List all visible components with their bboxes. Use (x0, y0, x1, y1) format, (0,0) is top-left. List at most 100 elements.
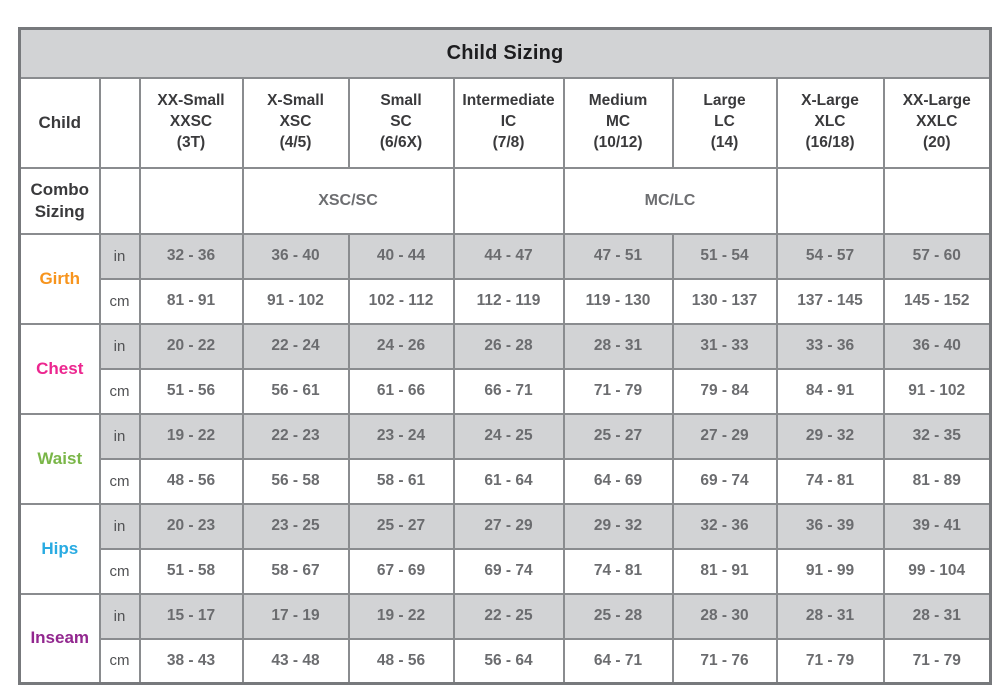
inseam-cm-value-6: 71 - 79 (775, 637, 885, 685)
size-header-large: Large LC (14) (671, 76, 778, 169)
measurement-label-inseam: Inseam (18, 592, 101, 685)
size-code: XXLC (916, 113, 958, 131)
size-code: SC (390, 113, 412, 131)
size-range: (6/6X) (379, 133, 423, 151)
hips-cm-value-4: 74 - 81 (562, 547, 674, 595)
combo-cell-mc-lc: MC/LC (562, 166, 778, 235)
size-range: (7/8) (492, 133, 525, 151)
combo-cell-ic-empty (452, 166, 565, 235)
size-name: Medium (588, 92, 648, 110)
inseam-in-value-5: 28 - 30 (671, 592, 778, 640)
inseam-in-value-1: 17 - 19 (241, 592, 350, 640)
inseam-cm-value-7: 71 - 79 (882, 637, 992, 685)
waist-cm-value-7: 81 - 89 (882, 457, 992, 505)
chest-cm-value-2: 61 - 66 (347, 367, 455, 415)
chest-in-row: Chest in 20 - 22 22 - 24 24 - 26 26 - 28 28 - … (18, 322, 992, 415)
combo-sizing-label: Combo Sizing (18, 166, 101, 235)
hips-cm-value-6: 91 - 99 (775, 547, 885, 595)
size-code: XLC (814, 113, 846, 131)
combo-cell-xlc-empty (775, 166, 885, 235)
size-range: (3T) (176, 133, 206, 151)
chest-cm-value-6: 84 - 91 (775, 367, 885, 415)
girth-cm-value-0: 81 - 91 (138, 277, 244, 325)
inseam-cm-value-0: 38 - 43 (138, 637, 244, 685)
hips-cm-value-1: 58 - 67 (241, 547, 350, 595)
girth-in-value-0: 32 - 36 (138, 232, 244, 280)
chest-cm-value-5: 79 - 84 (671, 367, 778, 415)
size-name: X-Small (267, 92, 324, 110)
chest-in-value-1: 22 - 24 (241, 322, 350, 370)
chest-cm-value-4: 71 - 79 (562, 367, 674, 415)
size-name: Small (380, 92, 422, 110)
unit-label-in-inseam: in (98, 592, 141, 640)
hips-cm-value-3: 69 - 74 (452, 547, 565, 595)
girth-cm-value-6: 137 - 145 (775, 277, 885, 325)
hips-cm-value-5: 81 - 91 (671, 547, 778, 595)
measurement-label-girth: Girth (18, 232, 101, 325)
waist-cm-value-2: 58 - 61 (347, 457, 455, 505)
inseam-cm-value-4: 64 - 71 (562, 637, 674, 685)
chest-in-value-0: 20 - 22 (138, 322, 244, 370)
chest-in-value-3: 26 - 28 (452, 322, 565, 370)
chest-cm-value-7: 91 - 102 (882, 367, 992, 415)
girth-in-value-7: 57 - 60 (882, 232, 992, 280)
waist-cm-value-4: 64 - 69 (562, 457, 674, 505)
girth-cm-value-4: 119 - 130 (562, 277, 674, 325)
girth-cm-value-5: 130 - 137 (671, 277, 778, 325)
waist-cm-value-0: 48 - 56 (138, 457, 244, 505)
hips-in-value-5: 32 - 36 (671, 502, 778, 550)
unit-label-cm-hips: cm (98, 547, 141, 595)
size-name: XX-Large (902, 92, 971, 110)
inseam-cm-value-2: 48 - 56 (347, 637, 455, 685)
measurement-label-waist: Waist (18, 412, 101, 505)
size-range: (10/12) (593, 133, 643, 151)
unit-label-in-waist: in (98, 412, 141, 460)
hips-cm-row: cm 51 - 58 58 - 67 67 - 69 69 - 74 74 - 81 81 … (20, 547, 992, 595)
chest-in-value-2: 24 - 26 (347, 322, 455, 370)
chest-cm-value-0: 51 - 56 (138, 367, 244, 415)
chest-cm-value-3: 66 - 71 (452, 367, 565, 415)
waist-in-value-6: 29 - 32 (775, 412, 885, 460)
table-title: Child Sizing (18, 27, 992, 79)
size-range: (16/18) (805, 133, 855, 151)
girth-in-value-6: 54 - 57 (775, 232, 885, 280)
inseam-cm-value-3: 56 - 64 (452, 637, 565, 685)
size-name: XX-Small (157, 92, 225, 110)
size-name: X-Large (801, 92, 859, 110)
inseam-in-value-3: 22 - 25 (452, 592, 565, 640)
inseam-cm-row: cm 38 - 43 43 - 48 48 - 56 56 - 64 64 - 71 71 … (20, 637, 992, 685)
girth-in-value-3: 44 - 47 (452, 232, 565, 280)
size-code: IC (500, 113, 517, 131)
girth-cm-value-3: 112 - 119 (452, 277, 565, 325)
waist-cm-value-6: 74 - 81 (775, 457, 885, 505)
hips-in-value-3: 27 - 29 (452, 502, 565, 550)
combo-cell-xxsc-empty (138, 166, 244, 235)
waist-in-value-3: 24 - 25 (452, 412, 565, 460)
combo-cell-unit-empty (98, 166, 141, 235)
girth-cm-row: cm 81 - 91 91 - 102 102 - 112 112 - 119 119 -… (20, 277, 992, 325)
size-header-intermediate: Intermediate IC (7/8) (452, 76, 565, 169)
waist-cm-value-3: 61 - 64 (452, 457, 565, 505)
size-header-x-large: X-Large XLC (16/18) (775, 76, 885, 169)
inseam-cm-value-5: 71 - 76 (671, 637, 778, 685)
chest-cm-value-1: 56 - 61 (241, 367, 350, 415)
unit-label-in-hips: in (98, 502, 141, 550)
size-name: Intermediate (462, 92, 555, 110)
size-header-row: Child XX-Small XXSC (3T) X-Small XSC (4/… (18, 76, 992, 169)
corner-label-child: Child (18, 76, 101, 169)
size-name: Large (703, 92, 746, 110)
hips-in-value-2: 25 - 27 (347, 502, 455, 550)
chest-in-value-5: 31 - 33 (671, 322, 778, 370)
waist-in-value-2: 23 - 24 (347, 412, 455, 460)
hips-cm-value-2: 67 - 69 (347, 547, 455, 595)
combo-cell-xxlc-empty (882, 166, 992, 235)
chest-cm-row: cm 51 - 56 56 - 61 61 - 66 66 - 71 71 - 79 79 … (20, 367, 992, 415)
unit-label-in-chest: in (98, 322, 141, 370)
child-sizing-table: Child Sizing Child XX-Small XXSC (3T) X-… (18, 27, 992, 685)
unit-label-cm-inseam: cm (98, 637, 141, 685)
unit-column-header-empty (98, 76, 141, 169)
girth-in-value-4: 47 - 51 (562, 232, 674, 280)
size-code: XXSC (169, 113, 213, 131)
girth-cm-value-2: 102 - 112 (347, 277, 455, 325)
